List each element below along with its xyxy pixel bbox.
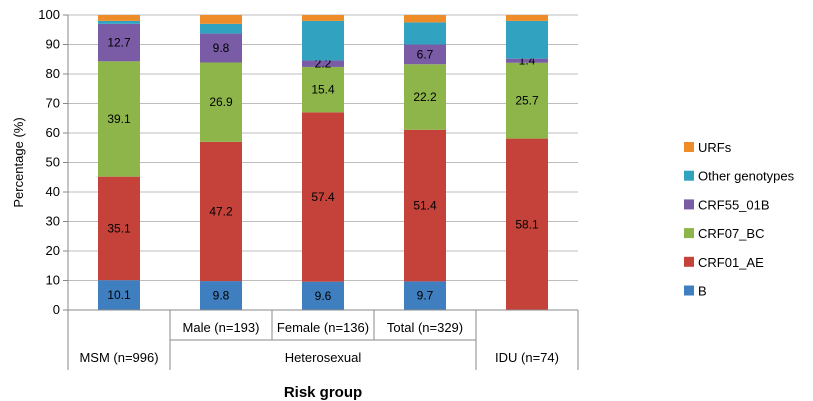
data-label: 57.4 <box>311 190 335 204</box>
legend-label: B <box>698 284 707 299</box>
legend-label: Other genotypes <box>698 169 795 184</box>
y-tick-label: 40 <box>46 184 60 199</box>
x-group-label: MSM (n=996) <box>79 350 158 365</box>
y-tick-label: 0 <box>53 302 60 317</box>
data-label: 58.1 <box>515 217 539 231</box>
bar-segment <box>200 23 242 34</box>
data-label: 35.1 <box>107 221 131 235</box>
bar-segment <box>404 129 446 282</box>
y-tick-label: 80 <box>46 66 60 81</box>
bar-segment <box>302 112 344 282</box>
data-label: 47.2 <box>209 204 233 218</box>
y-tick-label: 90 <box>46 37 60 52</box>
legend-swatch <box>684 285 694 296</box>
data-label: 12.7 <box>107 36 131 50</box>
bar-segment <box>98 20 140 24</box>
bar-segment <box>98 61 140 177</box>
bar-segment <box>506 15 548 21</box>
bar-segment <box>302 60 344 67</box>
legend-label: CRF07_BC <box>698 226 764 241</box>
bar-segment <box>506 20 548 59</box>
bar-segment <box>404 64 446 130</box>
x-group-label: Heterosexual <box>285 350 362 365</box>
data-label: 9.6 <box>315 289 332 303</box>
bar-segment <box>302 66 344 113</box>
data-label: 25.7 <box>515 94 539 108</box>
bar-segment <box>404 281 446 310</box>
data-label: 9.8 <box>213 289 230 303</box>
y-tick-label: 20 <box>46 243 60 258</box>
bar-segment <box>302 281 344 310</box>
legend-label: CRF55_01B <box>698 197 770 212</box>
data-label: 9.8 <box>213 41 230 55</box>
bar-segment <box>302 15 344 21</box>
bar-segment <box>200 15 242 24</box>
data-label: 9.7 <box>417 289 434 303</box>
x-tick-label: Male (n=193) <box>183 320 260 335</box>
data-label: 22.2 <box>413 90 437 104</box>
legend-swatch <box>684 256 694 267</box>
bar-segment <box>404 15 446 23</box>
bar-segment <box>506 138 548 310</box>
data-label: 51.4 <box>413 199 437 213</box>
data-label: 10.1 <box>107 288 131 302</box>
bar-segment <box>98 176 140 281</box>
x-group-label: IDU (n=74) <box>495 350 559 365</box>
data-label: 39.1 <box>107 112 131 126</box>
legend-swatch <box>684 228 694 239</box>
bar-segment <box>506 62 548 139</box>
bar-segment <box>200 62 242 142</box>
legend-label: CRF01_AE <box>698 255 764 270</box>
data-label: 15.4 <box>311 83 335 97</box>
bar-segment <box>506 58 548 63</box>
x-tick-label: Total (n=329) <box>387 320 463 335</box>
legend-swatch <box>684 170 694 181</box>
bar-segment <box>98 280 140 310</box>
bar-segment <box>200 281 242 310</box>
bar-segment <box>404 22 446 45</box>
data-label: 6.7 <box>417 47 434 61</box>
y-tick-label: 70 <box>46 96 60 111</box>
y-tick-label: 30 <box>46 214 60 229</box>
x-tick-label: Female (n=136) <box>277 320 369 335</box>
legend-label: URFs <box>698 140 732 155</box>
y-axis-title: Percentage (%) <box>11 117 26 207</box>
bar-segment <box>302 20 344 61</box>
bar-segment <box>200 141 242 282</box>
bar-segment <box>98 23 140 62</box>
y-tick-label: 100 <box>38 7 60 22</box>
legend-swatch <box>684 199 694 210</box>
bar-segment <box>200 33 242 63</box>
data-label: 26.9 <box>209 95 233 109</box>
y-tick-label: 60 <box>46 125 60 140</box>
y-tick-label: 10 <box>46 273 60 288</box>
legend-swatch <box>684 142 694 152</box>
bar-segment <box>98 15 140 21</box>
bar-segment <box>404 44 446 65</box>
x-axis-title: Risk group <box>284 384 362 401</box>
y-tick-label: 50 <box>46 155 60 170</box>
